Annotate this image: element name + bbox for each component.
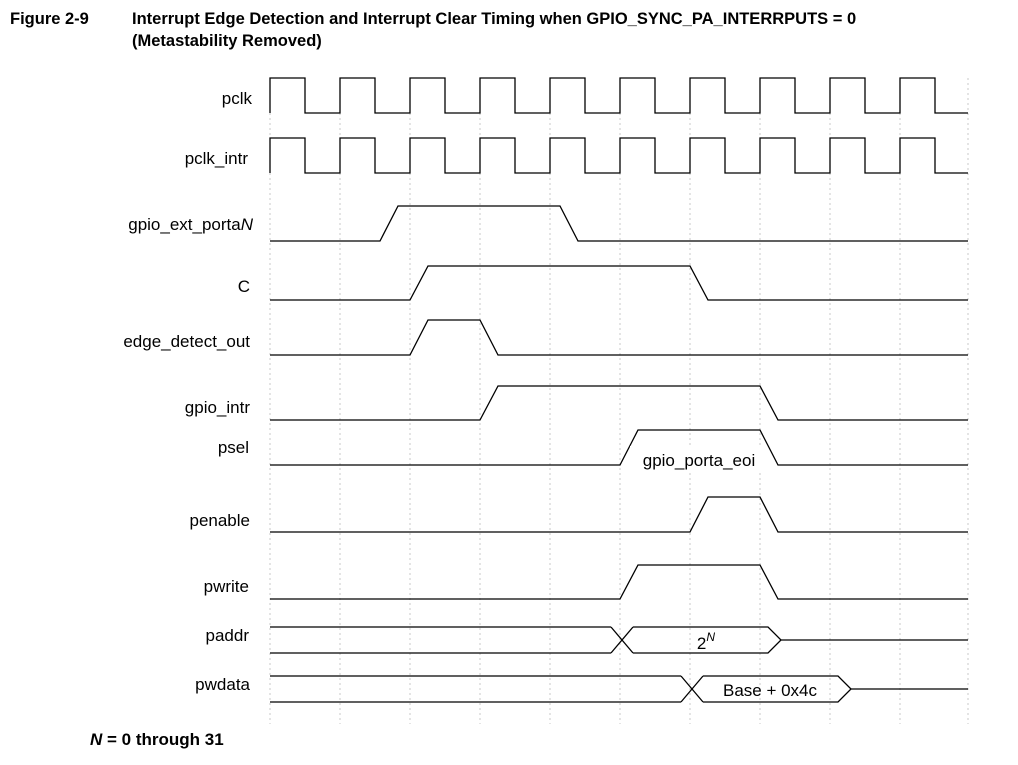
signal-label-gpio-ext-porta-suffix: N [241, 215, 254, 234]
signal-label-edge-detect-out: edge_detect_out [123, 332, 250, 351]
signal-label-c: C [238, 277, 250, 296]
footnote-text: = 0 through 31 [102, 730, 224, 749]
waveform-psel [270, 429, 968, 466]
signal-label-penable: penable [189, 511, 250, 530]
waveform-gpio-intr [270, 385, 968, 421]
signal-label-gpio-intr: gpio_intr [185, 398, 251, 417]
signal-label-pwdata: pwdata [195, 675, 250, 694]
psel-register-label: gpio_porta_eoi [643, 451, 755, 470]
figure-number: Figure 2-9 [10, 10, 89, 28]
waveform-edge-detect-out [270, 319, 968, 356]
signal-label-pclk-intr: pclk_intr [185, 149, 249, 168]
waveform-pwdata [270, 675, 968, 703]
pwdata-transition-cross-b [680, 675, 704, 703]
figure-subtitle: (Metastability Removed) [132, 32, 322, 50]
signal-label-gpio-ext-porta: gpio_ext_portaN [128, 215, 253, 234]
signal-label-paddr: paddr [206, 626, 250, 645]
psel-annotation-background [630, 446, 766, 470]
waveform-c [270, 265, 968, 301]
paddr-value-label: 2N [697, 630, 715, 653]
footnote: N = 0 through 31 [90, 730, 224, 750]
waveform-pclk [269, 77, 968, 114]
paddr-value-base: 2 [697, 634, 706, 653]
waveform-pclk-intr [269, 137, 968, 174]
waveform-gpio-ext-porta [270, 205, 968, 242]
footnote-variable: N [90, 730, 103, 749]
pwdata-value-label: Base + 0x4c [723, 681, 818, 700]
waveform-penable [270, 496, 968, 533]
waveform-pwrite [270, 564, 968, 600]
signal-label-pwrite: pwrite [204, 577, 249, 596]
paddr-transition-cross-b [610, 626, 634, 654]
figure-title: Interrupt Edge Detection and Interrupt C… [132, 10, 857, 28]
signal-label-gpio-ext-porta-base: gpio_ext_porta [128, 215, 241, 234]
waveform-paddr [270, 626, 968, 654]
paddr-value-exponent: N [706, 630, 715, 644]
signal-label-psel: psel [218, 438, 249, 457]
signal-label-pclk: pclk [222, 89, 253, 108]
